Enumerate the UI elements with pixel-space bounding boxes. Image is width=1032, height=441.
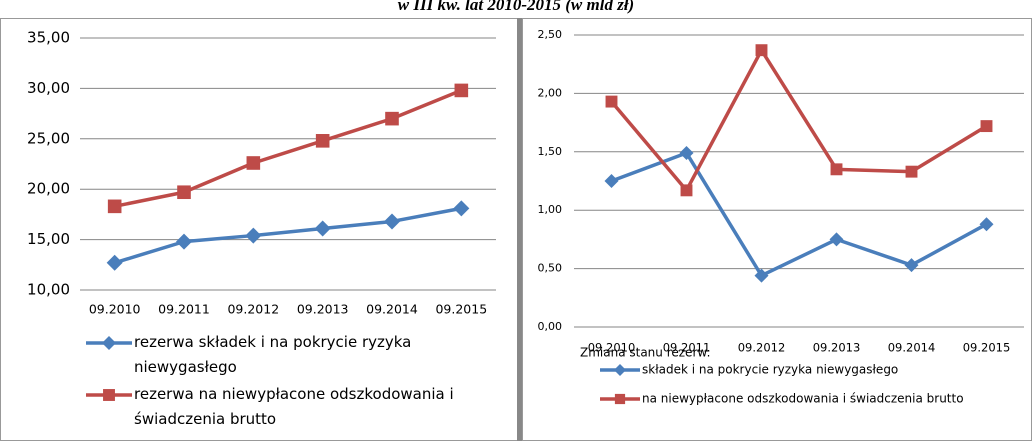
series-line [610, 48, 988, 193]
marker [246, 156, 261, 170]
y-tick-label: 0,00 [538, 320, 563, 333]
y-tick-label: 1,00 [538, 203, 563, 216]
legend-label: składek i na pokrycie ryzyka niewygasłeg… [642, 363, 898, 377]
marker [604, 174, 619, 188]
right-frame [522, 18, 1032, 441]
marker [754, 268, 769, 283]
x-tick-label: 09.2013 [813, 341, 861, 355]
y-tick-label: 10,00 [27, 281, 70, 299]
x-tick-label: 09.2015 [435, 302, 487, 317]
legend-label: rezerwa na niewypłacone odszkodowania i … [134, 385, 454, 428]
marker [385, 111, 399, 126]
marker [454, 83, 469, 98]
legend-title: Zmiana stanu rezerw: [580, 346, 711, 360]
marker [904, 258, 919, 273]
marker [614, 393, 626, 405]
marker [605, 95, 618, 108]
legend-text-box: rezerwa składek i na pokrycie ryzyka nie… [134, 333, 412, 376]
marker [176, 233, 192, 250]
y-tick-label: 15,00 [27, 230, 70, 248]
marker [315, 134, 330, 148]
page-title: w III kw. lat 2010-2015 (w mld zł) [398, 0, 634, 14]
marker [679, 145, 694, 160]
marker [103, 389, 115, 401]
series-line [114, 88, 462, 209]
x-tick-label: 09.2014 [366, 302, 418, 317]
y-tick-label: 2,50 [538, 28, 563, 41]
y-tick-label: 20,00 [27, 180, 70, 198]
marker [830, 163, 843, 176]
marker [384, 213, 400, 230]
marker [177, 185, 191, 200]
marker [680, 184, 693, 197]
legend-label: rezerwa składek i na pokrycie ryzyka nie… [134, 333, 412, 376]
marker [614, 364, 626, 376]
marker [979, 217, 994, 232]
marker [102, 336, 116, 350]
series-line [114, 206, 462, 265]
x-tick-label: 09.2010 [588, 341, 636, 355]
x-tick-label: 09.2011 [158, 302, 210, 317]
x-tick-label: 09.2015 [963, 341, 1011, 355]
x-tick-label: 09.2012 [738, 341, 786, 355]
y-tick-label: 0,50 [538, 262, 563, 275]
marker [106, 254, 123, 271]
x-tick-label: 09.2010 [89, 302, 141, 317]
separator [517, 18, 522, 441]
marker [453, 200, 470, 217]
legend-label: na niewypłacone odszkodowania i świadcze… [642, 392, 964, 406]
marker [980, 120, 993, 133]
x-tick-label: 09.2013 [297, 302, 349, 317]
marker [245, 227, 262, 244]
y-tick-label: 2,00 [538, 86, 563, 99]
x-tick-label: 09.2011 [663, 341, 711, 355]
y-tick-label: 30,00 [27, 79, 70, 97]
marker [905, 165, 918, 178]
y-tick-label: 1,50 [538, 145, 563, 158]
series-line [610, 151, 988, 278]
legend-text-box: rezerwa na niewypłacone odszkodowania i … [134, 385, 454, 428]
y-tick-label: 35,00 [27, 29, 70, 47]
marker [755, 44, 768, 57]
y-tick-label: 25,00 [27, 129, 70, 147]
marker [107, 199, 122, 214]
marker [314, 220, 331, 237]
x-tick-label: 09.2012 [227, 302, 279, 317]
x-tick-label: 09.2014 [888, 341, 936, 355]
marker [829, 232, 844, 247]
